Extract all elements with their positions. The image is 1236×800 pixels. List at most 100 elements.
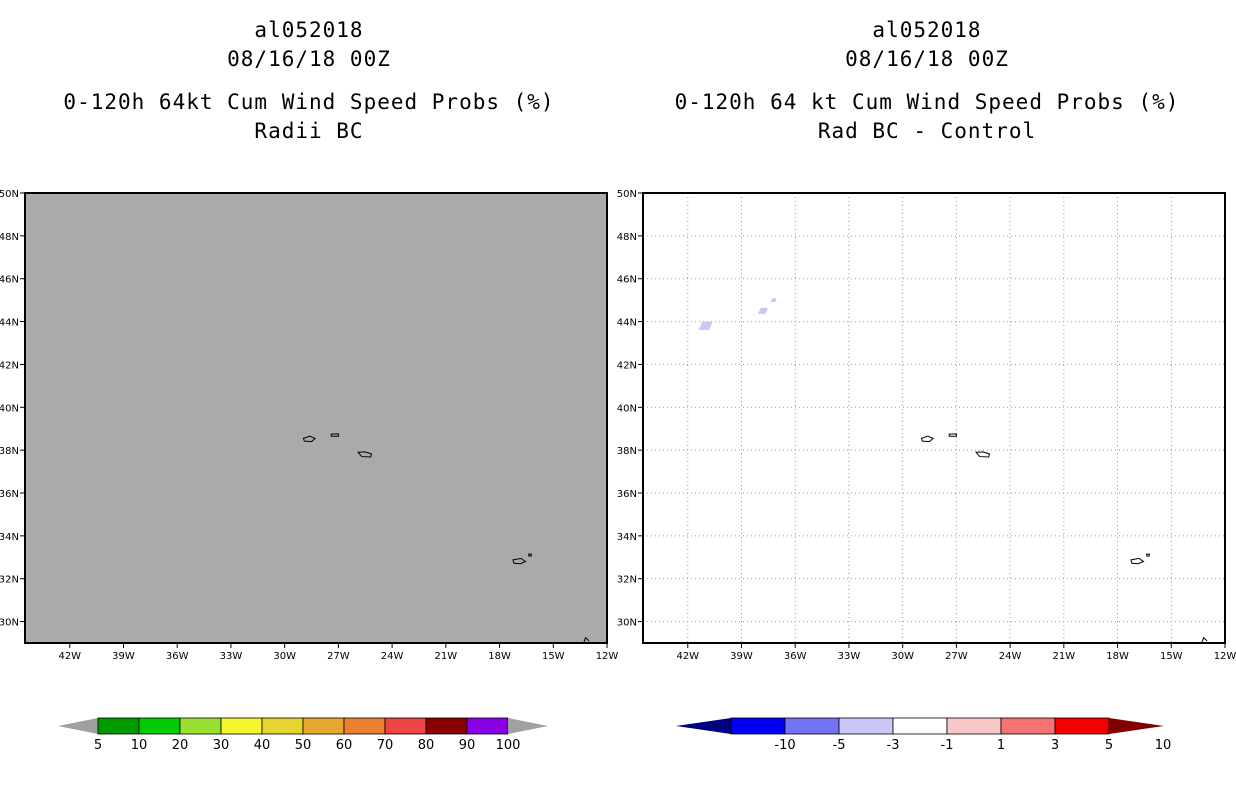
left-colorbar-box-7 — [384, 717, 427, 735]
right-colorbar-box-0 — [730, 717, 786, 735]
right-ytick-label-38N: 38N — [617, 446, 637, 457]
right-xtick-label-15W: 15W — [1160, 651, 1183, 662]
left-colorbar-box-1 — [138, 717, 181, 735]
right-storm-id: al052018 — [872, 18, 982, 42]
left-product: 0-120h 64kt Cum Wind Speed Probs (%) — [63, 90, 555, 114]
right-colorbar-low-triangle — [676, 718, 731, 734]
left-xtick-label-27W: 27W — [327, 651, 350, 662]
right-colorbar-label-3: -1 — [941, 738, 954, 753]
right-field-patch-0 — [698, 321, 713, 331]
right-datetime: 08/16/18 00Z — [845, 47, 1009, 71]
right-colorbar-label-2: -3 — [887, 738, 900, 753]
right-colorbar-box-2 — [838, 717, 894, 735]
left-colorbar-box-6 — [343, 717, 386, 735]
right-xtick-label-27W: 27W — [945, 651, 968, 662]
right-xtick-label-42W: 42W — [676, 651, 699, 662]
left-map-frame — [24, 192, 608, 644]
left-xtick-label-18W: 18W — [488, 651, 511, 662]
left-ytick-label-46N: 46N — [0, 275, 19, 286]
right-colorbar-label-5: 3 — [1051, 738, 1059, 753]
left-colorbar-box-4 — [261, 717, 304, 735]
right-island-1 — [948, 433, 957, 437]
right-colorbar-label-1: -5 — [833, 738, 846, 753]
left-coastline — [583, 636, 590, 644]
right-product: 0-120h 64 kt Cum Wind Speed Probs (%) — [674, 90, 1180, 114]
left-ytick-label-50N: 50N — [0, 189, 19, 200]
right-ytick-label-32N: 32N — [617, 575, 637, 586]
right-xtick-label-21W: 21W — [1053, 651, 1076, 662]
right-title-block: al052018 08/16/18 00Z 0-120h 64 kt Cum W… — [618, 16, 1236, 146]
left-colorbar: 5 10 20 30 40 50 60 70 80 90 100 — [58, 717, 548, 753]
right-ytick-label-42N: 42N — [617, 360, 637, 371]
right-subtitle: Rad BC - Control — [817, 119, 1037, 143]
left-xtick-label-15W: 15W — [542, 651, 565, 662]
right-map-background — [643, 193, 1225, 643]
left-xtick-label-36W: 36W — [166, 651, 189, 662]
right-colorbar-box-3 — [892, 717, 948, 735]
right-colorbar-box-6 — [1054, 717, 1110, 735]
right-field-patch-1 — [757, 307, 768, 314]
left-island-1 — [330, 433, 339, 437]
left-island-0 — [302, 435, 317, 443]
left-colorbar-high-triangle — [508, 718, 548, 734]
left-colorbar-box-0 — [97, 717, 140, 735]
left-xtick-label-42W: 42W — [58, 651, 81, 662]
right-xtick-label-18W: 18W — [1106, 651, 1129, 662]
right-island-2 — [975, 451, 991, 458]
right-ytick-label-48N: 48N — [617, 232, 637, 243]
left-colorbar-label-3: 30 — [213, 738, 230, 753]
left-title-block: al052018 08/16/18 00Z 0-120h 64kt Cum Wi… — [0, 16, 618, 146]
left-colorbar-label-1: 10 — [131, 738, 148, 753]
left-colorbar-label-9: 90 — [459, 738, 476, 753]
left-colorbar-label-10: 100 — [496, 738, 521, 753]
right-coastline — [1201, 636, 1208, 644]
left-ytick-label-44N: 44N — [0, 318, 19, 329]
left-colorbar-label-2: 20 — [172, 738, 189, 753]
left-colorbar-box-5 — [302, 717, 345, 735]
left-storm-id: al052018 — [254, 18, 364, 42]
left-map-background — [25, 193, 607, 643]
right-xtick-label-24W: 24W — [999, 651, 1022, 662]
left-colorbar-box-8 — [425, 717, 468, 735]
left-xtick-label-33W: 33W — [220, 651, 243, 662]
right-ytick-label-44N: 44N — [617, 318, 637, 329]
right-xtick-label-12W: 12W — [1214, 651, 1236, 662]
left-colorbar-label-5: 50 — [295, 738, 312, 753]
right-island-3 — [1130, 557, 1145, 565]
left-map-panel: 42W 39W 36W 33W 30W 27W 24W 21W 18W 15W 12W 30N 32N 3… — [0, 189, 618, 662]
left-ytick-label-40N: 40N — [0, 403, 19, 414]
left-colorbar-label-8: 80 — [418, 738, 435, 753]
left-colorbar-low-triangle — [58, 718, 98, 734]
right-xtick-label-33W: 33W — [838, 651, 861, 662]
right-xtick-label-36W: 36W — [784, 651, 807, 662]
right-ytick-label-30N: 30N — [617, 618, 637, 629]
right-xtick-label-30W: 30W — [891, 651, 914, 662]
right-colorbar: -10 -5 -3 -1 1 3 5 10 — [676, 717, 1172, 753]
left-ytick-label-34N: 34N — [0, 532, 19, 543]
right-map-panel: 42W 39W 36W 33W 30W 27W 24W 21W 18W 15W 12W 30N 32N 3… — [617, 189, 1236, 662]
left-colorbar-label-0: 5 — [94, 738, 102, 753]
left-colorbar-label-6: 60 — [336, 738, 353, 753]
right-colorbar-label-0: -10 — [774, 738, 795, 753]
left-subtitle: Radii BC — [254, 119, 364, 143]
left-datetime: 08/16/18 00Z — [227, 47, 391, 71]
left-xtick-label-30W: 30W — [273, 651, 296, 662]
right-ytick-label-40N: 40N — [617, 403, 637, 414]
right-colorbar-label-7: 10 — [1155, 738, 1172, 753]
left-colorbar-box-3 — [220, 717, 263, 735]
left-ytick-label-48N: 48N — [0, 232, 19, 243]
left-ytick-label-42N: 42N — [0, 360, 19, 371]
right-ytick-label-50N: 50N — [617, 189, 637, 200]
left-colorbar-label-4: 40 — [254, 738, 271, 753]
left-colorbar-label-7: 70 — [377, 738, 394, 753]
left-xtick-label-39W: 39W — [112, 651, 135, 662]
left-xtick-label-24W: 24W — [381, 651, 404, 662]
right-colorbar-box-5 — [1000, 717, 1056, 735]
left-ytick-label-36N: 36N — [0, 489, 19, 500]
left-ytick-label-38N: 38N — [0, 446, 19, 457]
left-island-4 — [527, 553, 533, 557]
right-xtick-label-39W: 39W — [730, 651, 753, 662]
left-xtick-label-12W: 12W — [596, 651, 619, 662]
left-colorbar-box-9 — [466, 717, 509, 735]
